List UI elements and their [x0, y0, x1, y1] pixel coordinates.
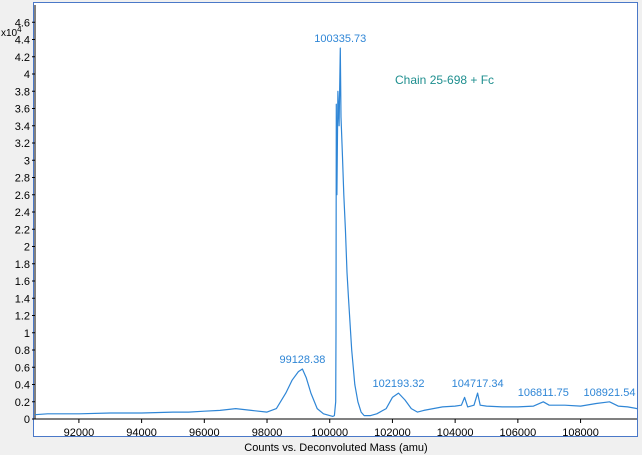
x-tick-label: 98000	[252, 427, 283, 439]
y-tick-label: 4.6	[15, 17, 30, 29]
y-tick-label: 1.2	[15, 311, 30, 323]
x-tick-label: 106000	[499, 427, 536, 439]
y-axis: 0 0.2 0.4 0.6 0.8 1 1.2 1.4 1.6 1.8 2 2.2 2.4 2.6 2.8 3…	[15, 5, 36, 426]
y-tick-label: 4	[24, 69, 30, 81]
y-tick-label: 1.6	[15, 276, 30, 288]
y-tick-label: 0.2	[15, 397, 30, 409]
y-tick-label: 4.2	[15, 52, 30, 64]
y-tick-label: 0.8	[15, 345, 30, 357]
x-tick-label: 94000	[126, 427, 157, 439]
y-scale-label: x104	[1, 25, 22, 39]
x-tick-label: 100000	[311, 427, 348, 439]
peak-label: 102193.32	[372, 378, 424, 390]
y-tick-label: 1.8	[15, 259, 30, 271]
y-tick-label: 2	[24, 242, 30, 254]
y-tick-label: 2.6	[15, 190, 30, 202]
y-tick-label: 3.6	[15, 104, 30, 116]
y-tick-label: 2.4	[15, 207, 30, 219]
peak-label: 106811.75	[518, 387, 569, 399]
x-tick-label: 96000	[189, 427, 220, 439]
peak-label: 99128.38	[279, 354, 325, 366]
y-tick-label: 0.6	[15, 362, 30, 374]
chain-annotation: Chain 25-698 + Fc	[395, 73, 494, 87]
x-axis: 92000 94000 96000 98000 100000 102000 104000 10…	[35, 418, 637, 439]
y-tick-label: 0.4	[15, 380, 30, 392]
y-tick-label: 0	[24, 414, 30, 426]
y-tick-label: 3.4	[15, 121, 30, 133]
x-tick-label: 104000	[437, 427, 474, 439]
y-tick-label: 3.8	[15, 86, 30, 98]
x-tick-label: 108000	[562, 427, 599, 439]
peak-label: 108921.54	[583, 387, 635, 399]
series-layer	[34, 47, 638, 417]
y-tick-label: 4.4	[15, 35, 30, 47]
spectrum-line	[34, 47, 638, 417]
x-axis-title: Counts vs. Deconvoluted Mass (amu)	[244, 442, 427, 454]
x-tick-label: 92000	[64, 427, 95, 439]
y-tick-label: 2.8	[15, 173, 30, 185]
y-tick-label: 3.2	[15, 138, 30, 150]
y-tick-label: 3	[24, 155, 30, 167]
peak-labels: 100335.73 99128.38 102193.32 104717.34 10681…	[279, 33, 635, 399]
x-tick-label: 102000	[374, 427, 411, 439]
y-tick-label: 1	[24, 328, 30, 340]
peak-label: 104717.34	[452, 378, 504, 390]
y-tick-label: 1.4	[15, 293, 30, 305]
y-tick-label: 2.2	[15, 224, 30, 236]
peak-label: 100335.73	[314, 33, 366, 45]
